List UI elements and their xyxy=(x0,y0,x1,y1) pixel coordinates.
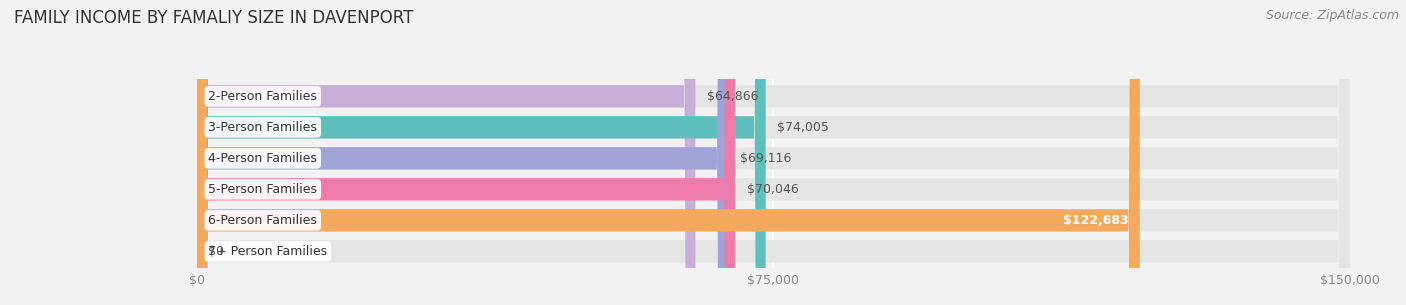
FancyBboxPatch shape xyxy=(197,0,1350,305)
FancyBboxPatch shape xyxy=(197,0,696,305)
Text: Source: ZipAtlas.com: Source: ZipAtlas.com xyxy=(1265,9,1399,22)
FancyBboxPatch shape xyxy=(197,0,1350,305)
Text: 4-Person Families: 4-Person Families xyxy=(208,152,318,165)
FancyBboxPatch shape xyxy=(197,0,735,305)
Text: 5-Person Families: 5-Person Families xyxy=(208,183,318,196)
Text: $0: $0 xyxy=(208,245,225,258)
FancyBboxPatch shape xyxy=(197,0,1350,305)
Text: $74,005: $74,005 xyxy=(778,121,830,134)
Text: $70,046: $70,046 xyxy=(747,183,799,196)
Text: 7+ Person Families: 7+ Person Families xyxy=(208,245,328,258)
FancyBboxPatch shape xyxy=(197,0,1350,305)
FancyBboxPatch shape xyxy=(197,0,728,305)
Text: $64,866: $64,866 xyxy=(707,90,758,103)
Text: 6-Person Families: 6-Person Families xyxy=(208,214,318,227)
Text: $69,116: $69,116 xyxy=(740,152,792,165)
Text: 2-Person Families: 2-Person Families xyxy=(208,90,318,103)
FancyBboxPatch shape xyxy=(197,0,1140,305)
FancyBboxPatch shape xyxy=(197,0,1350,305)
FancyBboxPatch shape xyxy=(197,0,766,305)
FancyBboxPatch shape xyxy=(197,0,1350,305)
Text: FAMILY INCOME BY FAMALIY SIZE IN DAVENPORT: FAMILY INCOME BY FAMALIY SIZE IN DAVENPO… xyxy=(14,9,413,27)
Text: 3-Person Families: 3-Person Families xyxy=(208,121,318,134)
Text: $122,683: $122,683 xyxy=(1063,214,1128,227)
